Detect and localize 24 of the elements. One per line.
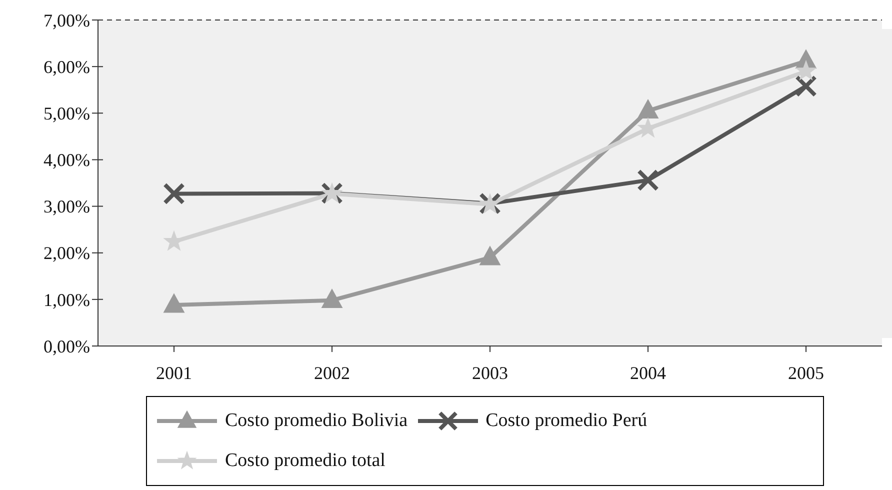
y-tick-label: 2,00% xyxy=(44,243,90,264)
point xyxy=(163,182,185,205)
legend-label: Costo promedio Bolivia xyxy=(225,410,408,432)
y-tick-label: 4,00% xyxy=(44,150,90,170)
point xyxy=(164,294,184,313)
legend-label: Costo promedio Perú xyxy=(486,410,648,432)
x-tick-label: 2001 xyxy=(156,362,192,383)
x-tick-label: 2003 xyxy=(472,362,508,383)
x-tick-label: 2005 xyxy=(788,362,824,383)
x-tick-label: 2004 xyxy=(630,362,666,383)
y-tick-label: 0,00% xyxy=(44,336,90,356)
point xyxy=(795,75,817,98)
point xyxy=(322,289,342,308)
point xyxy=(480,246,500,266)
point xyxy=(637,169,659,192)
point xyxy=(638,100,658,119)
y-tick-label: 5,00% xyxy=(44,104,90,124)
legend-label: Costo promedio total xyxy=(225,450,386,472)
y-tick-label: 3,00% xyxy=(44,196,90,217)
y-tick-label: 1,00% xyxy=(44,290,90,310)
y-tick-label: 6,00% xyxy=(44,56,90,77)
point xyxy=(796,60,816,80)
y-tick-label: 7,00% xyxy=(44,10,90,30)
x-tick-label: 2002 xyxy=(314,362,350,383)
